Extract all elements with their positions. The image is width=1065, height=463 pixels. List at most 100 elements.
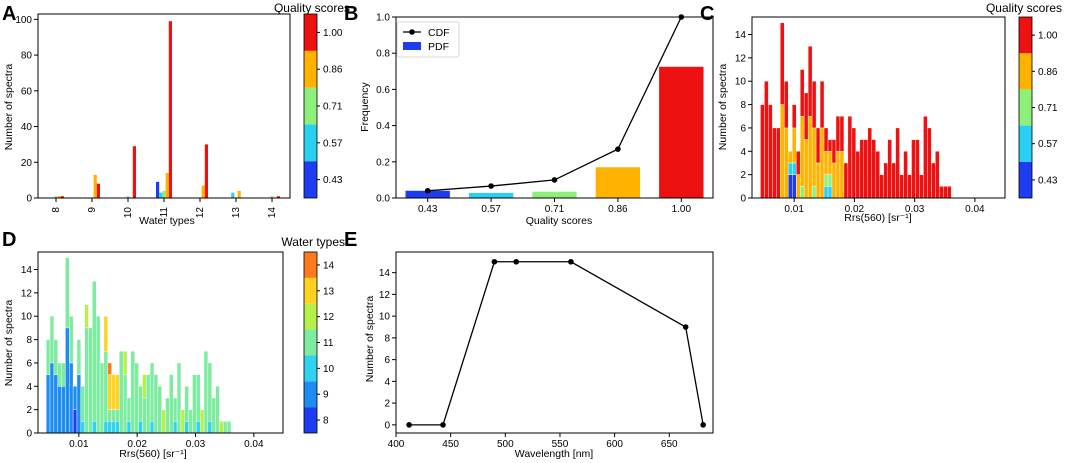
panel-c-colorbar-label: 0.86 [1038, 67, 1058, 78]
panel-d-hist-bar [107, 374, 112, 410]
legend-pdf-label: PDF [428, 41, 449, 53]
panel-d-ytick-label: 8 [26, 335, 32, 346]
panel-a-axes-frame [37, 13, 291, 199]
panel-e-ytick-label: 12 [379, 290, 391, 301]
panel-d-colorbar-segment [304, 329, 317, 356]
panel-a-bar-100-type-12 [204, 144, 208, 198]
panel-c-hist-bar [796, 174, 801, 199]
panel-a-xlabel: Water types [139, 215, 195, 227]
panel-c-hist-bar [792, 104, 797, 129]
panel-d-hist-bar [223, 421, 228, 434]
panel-d-hist-bar [138, 421, 143, 434]
panel-e-point-681 [700, 422, 706, 428]
panel-d-hist-bar [103, 351, 108, 422]
panel-d-hist-bar [188, 409, 193, 434]
panel-d-hist-bar [146, 374, 151, 434]
panel-d: 0 2 4 6 8 10 12 14 0.01 0.02 0.03 0.04 8 9 10 11 12 13 14 [21, 251, 335, 450]
panel-c-colorbar-segment [1019, 161, 1032, 198]
panel-d-hist-bar [92, 280, 97, 422]
panel-c-hist-bar [887, 139, 892, 199]
panel-a-colorbar-segment [304, 50, 317, 88]
panel-d-colorbar-label: 8 [323, 416, 329, 427]
panel-c-hist-bar [792, 174, 797, 199]
panel-c-hist-bar [875, 151, 880, 199]
panel-c-hist-bar [823, 174, 829, 187]
panel-label-c: C [700, 3, 714, 25]
panel-a-bar-071-type-14 [270, 196, 274, 198]
panel-c-hist-bar [867, 127, 872, 199]
panel-a-bar-057-type-11 [159, 192, 163, 198]
panel-c: 0 2 4 6 8 10 12 14 0.01 0.02 0.03 0.04 0.43 0.57 0.71 0… [735, 16, 1058, 215]
panel-a-bar-086-type-11 [165, 172, 169, 198]
panel-a-bar-057-type-13 [231, 192, 235, 198]
panel-d-hist-bar [111, 409, 116, 422]
panel-c-hist-bar [819, 127, 825, 199]
panel-b-xtick-label: 0.57 [481, 204, 501, 215]
panel-b-xtick-label: 0.43 [418, 204, 438, 215]
panel-c-hist-bar [788, 162, 793, 175]
panel-a-bar-071-type-11 [162, 190, 166, 198]
panel-d-hist-bar [61, 362, 66, 387]
panel-a-colorbar-label: 0.57 [323, 138, 343, 149]
panel-c-hist-bar [796, 151, 801, 175]
panel-a-colorbar-segment [304, 14, 317, 51]
panel-c-hist-bar [855, 151, 861, 199]
panel-b-ytick-label: 0.2 [376, 157, 390, 168]
panel-d-ytick-label: 0 [26, 429, 32, 440]
panel-d-colorbar-label: 10 [323, 364, 335, 375]
panel-c-hist-bar [827, 151, 833, 175]
panel-c-hist-bar [871, 139, 876, 199]
legend-pdf-swatch [403, 42, 421, 50]
panel-d-hist-bar [169, 374, 174, 434]
panel-b-pdf-bar-057 [468, 192, 514, 198]
panel-b-ytick-label: 0.8 [376, 49, 390, 60]
panel-d-hist-bar [207, 421, 212, 434]
panel-c-axes-frame [751, 16, 1006, 199]
panel-d-xtick-label: 0.03 [186, 439, 206, 450]
panel-d-hist-bar [161, 409, 166, 434]
panel-b-pdf-bar-100 [659, 66, 704, 199]
panel-a-colorbar-label: 0.43 [323, 175, 343, 186]
panel-a-bar-100-type-8 [60, 196, 64, 198]
panel-d-ytick-label: 10 [21, 312, 33, 323]
panel-d-hist-bar [196, 421, 201, 434]
panel-b-xtick-label: 1.00 [672, 204, 692, 215]
panel-c-hist-bar [811, 186, 817, 199]
panel-c-hist-bar [895, 127, 900, 199]
panel-c-hist-bar [799, 69, 805, 117]
panel-d-hist-bar [53, 339, 58, 375]
panel-d-colorbar-label: 12 [323, 312, 335, 323]
panel-d-hist-bar [173, 421, 178, 434]
panel-d-hist-bar [192, 374, 197, 434]
panel-d-hist-bar [196, 374, 201, 422]
panel-a-xtick-label: 8 [51, 207, 62, 213]
panel-b-xtick-label: 0.71 [545, 204, 565, 215]
panel-d-hist-bar [219, 421, 224, 434]
panel-d-hist-bar [130, 351, 135, 434]
panel-a-xtick-label: 12 [195, 207, 206, 219]
panel-e-xtick-label: 650 [661, 439, 678, 450]
panel-c-hist-bar [792, 127, 797, 164]
panel-c-hist-bar [768, 104, 773, 199]
panel-c-hist-bar [947, 186, 952, 199]
panel-c-hist-bar [772, 127, 777, 199]
panel-c-colorbar-segment [1019, 53, 1032, 90]
panel-e-point-665 [682, 324, 689, 330]
panel-d-hist-bar [103, 421, 108, 434]
panel-c-hist-bar [879, 174, 884, 199]
panel-e-xtick-label: 550 [552, 439, 569, 450]
panel-d-colorbar-segment [304, 381, 317, 408]
panel-d-hist-bar [69, 316, 74, 364]
panel-c-colorbar-segment [1019, 125, 1032, 162]
panel-a-colorbar-label: 0.86 [323, 65, 343, 76]
panel-a-colorbar-label: 0.71 [323, 102, 343, 113]
panel-c-hist-bar [919, 174, 924, 199]
panel-c-ytick-label: 6 [740, 123, 746, 134]
panel-d-colorbar-segment [304, 277, 317, 304]
panel-d-hist-bar [149, 421, 155, 434]
panel-c-colorbar-label: 0.71 [1038, 103, 1058, 114]
panel-d-hist-bar [119, 351, 124, 434]
panel-a-bar-043-type-11 [156, 181, 160, 198]
panel-a-xtick-label: 9 [87, 207, 98, 213]
panel-b-ylabel: Frequency [359, 81, 371, 131]
